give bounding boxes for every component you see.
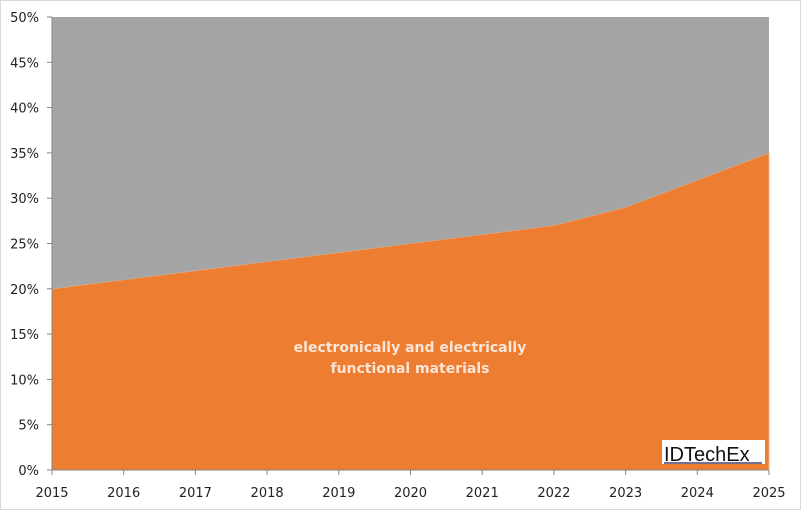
idtechex-logo: IDTechEx — [662, 440, 765, 466]
y-tick-label: 0% — [18, 464, 39, 479]
x-tick-label: 2020 — [394, 486, 427, 501]
x-tick-label: 2015 — [35, 486, 68, 501]
y-tick-label: 45% — [10, 56, 39, 71]
y-tick-label: 35% — [10, 147, 39, 162]
y-tick-label: 50% — [10, 11, 39, 26]
x-tick-label: 2024 — [681, 486, 714, 501]
x-tick-label: 2021 — [466, 486, 499, 501]
y-tick-label: 30% — [10, 192, 39, 207]
x-tick-label: 2016 — [107, 486, 140, 501]
x-tick-label: 2022 — [537, 486, 570, 501]
logo-text: IDTechEx — [664, 444, 750, 466]
y-tick-label: 10% — [10, 373, 39, 388]
x-tick-label: 2023 — [609, 486, 642, 501]
x-tick-label: 2025 — [752, 486, 785, 501]
area-series-other — [52, 17, 769, 289]
y-tick-label: 15% — [10, 328, 39, 343]
y-tick-label: 25% — [10, 238, 39, 253]
x-tick-label: 2017 — [179, 486, 212, 501]
x-tick-label: 2019 — [322, 486, 355, 501]
area-label-line-2: functional materials — [330, 361, 489, 377]
x-tick-label: 2018 — [251, 486, 284, 501]
y-tick-label: 5% — [18, 419, 39, 434]
y-tick-label: 20% — [10, 283, 39, 298]
area-label-line-1: electronically and electrically — [294, 340, 527, 356]
y-tick-label: 40% — [10, 102, 39, 117]
